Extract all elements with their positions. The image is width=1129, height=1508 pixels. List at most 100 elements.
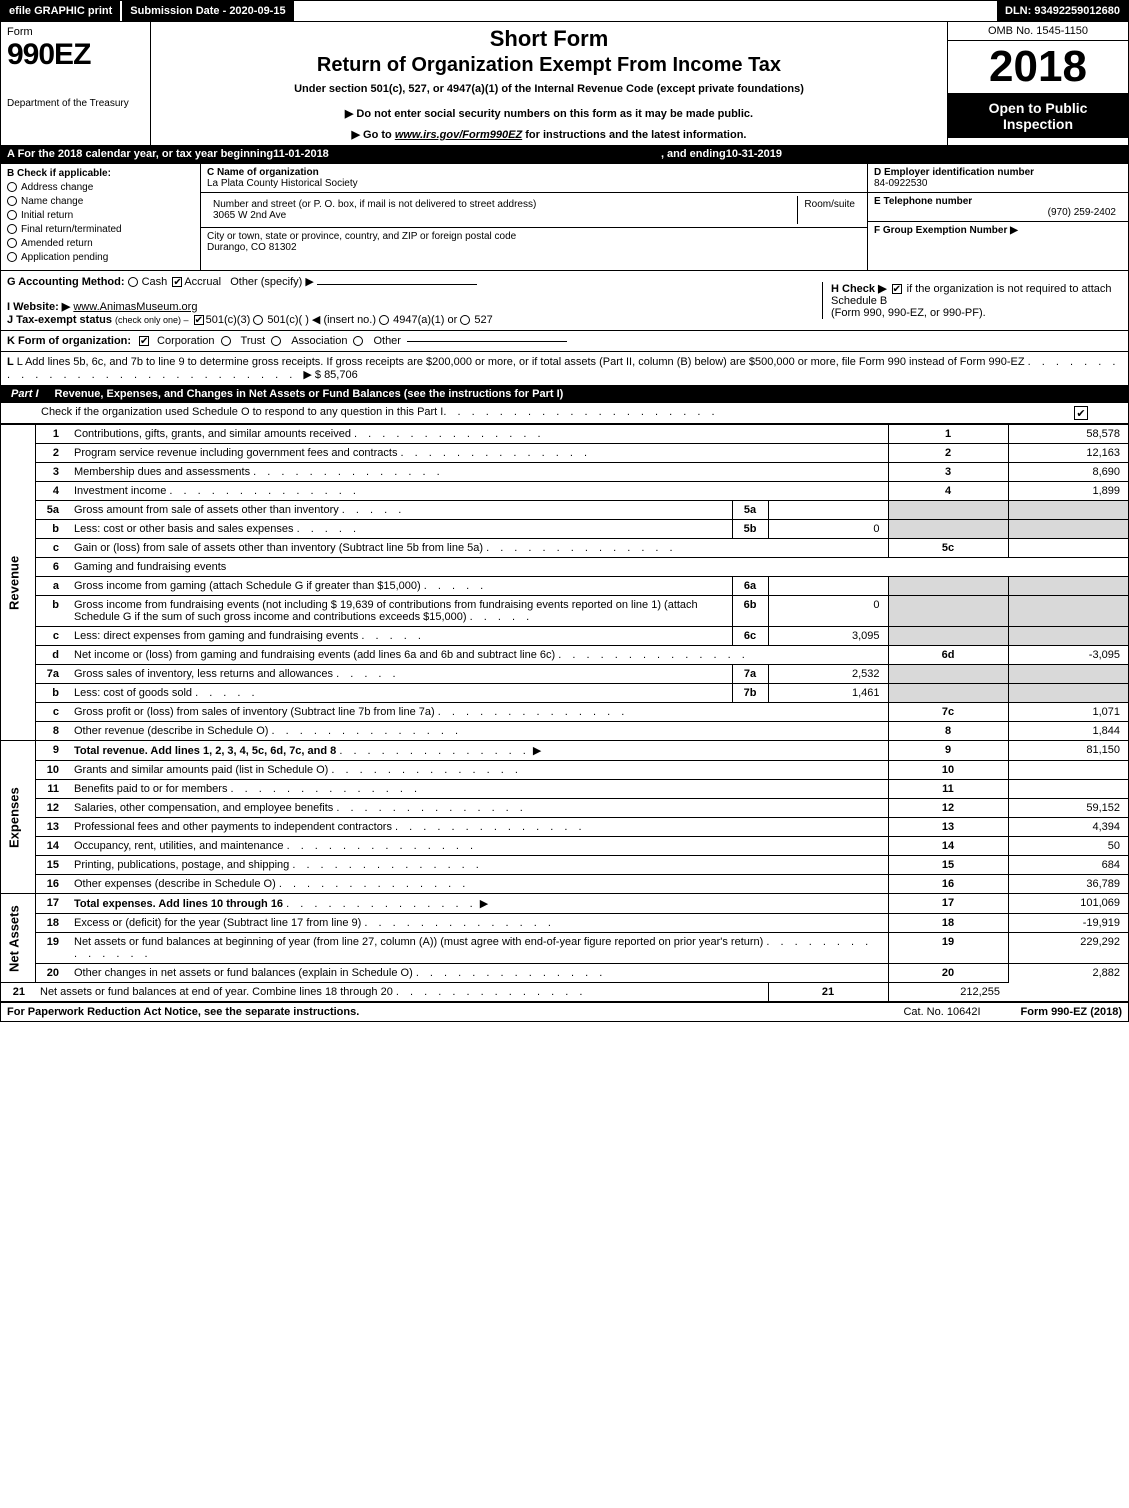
efile-label[interactable]: efile GRAPHIC print xyxy=(1,1,120,21)
checkbox-icon[interactable] xyxy=(892,284,902,294)
box-line-number: 4 xyxy=(888,482,1008,501)
box-line-value: 58,578 xyxy=(1008,425,1128,444)
opt-amended-return[interactable]: Amended return xyxy=(7,238,194,249)
org-name: La Plata County Historical Society xyxy=(207,178,358,189)
line-number: 21 xyxy=(1,983,35,1002)
irs-link[interactable]: www.irs.gov/Form990EZ xyxy=(395,129,522,141)
g-other-blank[interactable] xyxy=(317,284,477,285)
table-row: Net Assets17Total expenses. Add lines 10… xyxy=(1,894,1128,914)
inner-line-value: 0 xyxy=(768,520,888,539)
table-row: cGross profit or (loss) from sales of in… xyxy=(1,703,1128,722)
grey-cell xyxy=(1008,665,1128,684)
j-527: 527 xyxy=(474,314,492,326)
box-line-value xyxy=(1008,761,1128,780)
inner-line-number: 6b xyxy=(732,596,768,627)
box-line-number: 8 xyxy=(888,722,1008,741)
checkbox-icon[interactable] xyxy=(139,336,149,346)
box-b-label: B Check if applicable: xyxy=(7,168,194,179)
g-other: Other (specify) ▶ xyxy=(230,276,314,288)
line-description: Less: cost of goods sold . . . . . xyxy=(69,684,732,703)
schedule-o-checkbox[interactable]: ✔ xyxy=(1074,406,1088,420)
line-number: b xyxy=(35,596,69,627)
table-row: 12Salaries, other compensation, and empl… xyxy=(1,799,1128,818)
table-row: 13Professional fees and other payments t… xyxy=(1,818,1128,837)
line-number: 7a xyxy=(35,665,69,684)
opt-final-return-label: Final return/terminated xyxy=(21,224,122,235)
goto-pre: ▶ Go to xyxy=(352,129,395,141)
k-other: Other xyxy=(373,335,401,347)
line-description: Total expenses. Add lines 10 through 16 … xyxy=(69,894,888,914)
inner-line-value: 0 xyxy=(768,596,888,627)
circle-icon[interactable] xyxy=(460,315,470,325)
table-row: 6Gaming and fundraising events xyxy=(1,558,1128,577)
box-line-value: 8,690 xyxy=(1008,463,1128,482)
form-id-block: Form 990EZ Department of the Treasury xyxy=(1,22,151,145)
j-sub: (check only one) – xyxy=(115,315,189,325)
short-form-title: Short Form xyxy=(159,26,939,52)
opt-initial-return-label: Initial return xyxy=(21,210,73,221)
box-line-number: 3 xyxy=(888,463,1008,482)
website-value[interactable]: www.AnimasMuseum.org xyxy=(73,301,197,313)
right-header-block: OMB No. 1545-1150 2018 Open to Public In… xyxy=(948,22,1128,145)
line-number: 9 xyxy=(35,741,69,761)
box-line-value: -3,095 xyxy=(1008,646,1128,665)
opt-initial-return[interactable]: Initial return xyxy=(7,210,194,221)
table-row: bGross income from fundraising events (n… xyxy=(1,596,1128,627)
k-other-blank[interactable] xyxy=(407,341,567,342)
line-description: Net assets or fund balances at end of ye… xyxy=(35,983,768,1002)
table-row: 4Investment income . . . . . . . . . . .… xyxy=(1,482,1128,501)
grey-cell xyxy=(888,627,1008,646)
opt-name-change[interactable]: Name change xyxy=(7,196,194,207)
ssn-warning: ▶ Do not enter social security numbers o… xyxy=(159,107,939,120)
top-bar: efile GRAPHIC print Submission Date - 20… xyxy=(1,1,1128,21)
line-description: Occupancy, rent, utilities, and maintena… xyxy=(69,837,888,856)
opt-application-pending[interactable]: Application pending xyxy=(7,252,194,263)
checkbox-icon[interactable] xyxy=(172,277,182,287)
line-description: Investment income . . . . . . . . . . . … xyxy=(69,482,888,501)
table-row: 14Occupancy, rent, utilities, and mainte… xyxy=(1,837,1128,856)
circle-icon[interactable] xyxy=(128,277,138,287)
room-suite-cell: Room/suite xyxy=(798,196,861,224)
addr-label: Number and street (or P. O. box, if mail… xyxy=(213,199,536,210)
circle-icon xyxy=(7,224,17,234)
i-label: I Website: ▶ xyxy=(7,301,70,313)
table-row: 3Membership dues and assessments . . . .… xyxy=(1,463,1128,482)
opt-address-change[interactable]: Address change xyxy=(7,182,194,193)
group-exemption-cell: F Group Exemption Number ▶ xyxy=(868,222,1128,239)
table-row: 16Other expenses (describe in Schedule O… xyxy=(1,875,1128,894)
box-line-number: 15 xyxy=(888,856,1008,875)
part-1-banner: Part I Revenue, Expenses, and Changes in… xyxy=(1,385,1128,403)
box-line-number: 10 xyxy=(888,761,1008,780)
line-description: Membership dues and assessments . . . . … xyxy=(69,463,888,482)
circle-icon[interactable] xyxy=(271,336,281,346)
opt-final-return[interactable]: Final return/terminated xyxy=(7,224,194,235)
f-label: F Group Exemption Number ▶ xyxy=(874,225,1018,236)
line-description: Other expenses (describe in Schedule O) … xyxy=(69,875,888,894)
box-line-value: 4,394 xyxy=(1008,818,1128,837)
box-line-value: 50 xyxy=(1008,837,1128,856)
line-description: Net income or (loss) from gaming and fun… xyxy=(69,646,888,665)
goto-line: ▶ Go to www.irs.gov/Form990EZ for instru… xyxy=(159,128,939,141)
circle-icon[interactable] xyxy=(221,336,231,346)
grey-cell xyxy=(1008,596,1128,627)
box-b: B Check if applicable: Address change Na… xyxy=(1,164,201,270)
line-g-h: G Accounting Method: Cash Accrual Other … xyxy=(1,270,1128,330)
line-number: 12 xyxy=(35,799,69,818)
box-line-number: 17 xyxy=(888,894,1008,914)
line-number: a xyxy=(35,577,69,596)
grey-cell xyxy=(888,665,1008,684)
circle-icon[interactable] xyxy=(379,315,389,325)
grey-cell xyxy=(888,520,1008,539)
table-row: 10Grants and similar amounts paid (list … xyxy=(1,761,1128,780)
line-a-pad xyxy=(782,148,1122,160)
cat-number: Cat. No. 10642I xyxy=(903,1006,980,1018)
circle-icon[interactable] xyxy=(253,315,263,325)
form-990ez-page: efile GRAPHIC print Submission Date - 20… xyxy=(0,0,1129,1022)
box-line-value xyxy=(1008,539,1128,558)
address-row: Number and street (or P. O. box, if mail… xyxy=(201,193,867,228)
box-line-value: 59,152 xyxy=(1008,799,1128,818)
j-501c3: 501(c)(3) xyxy=(206,314,251,326)
circle-icon[interactable] xyxy=(353,336,363,346)
checkbox-icon[interactable] xyxy=(194,315,204,325)
line-a-tax-year: A For the 2018 calendar year, or tax yea… xyxy=(1,145,1128,163)
